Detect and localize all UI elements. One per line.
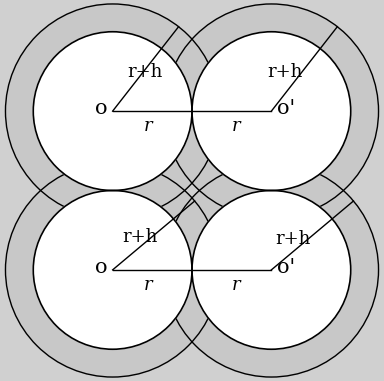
Circle shape — [164, 163, 379, 377]
Circle shape — [192, 32, 351, 190]
Text: o: o — [94, 258, 107, 277]
Text: r: r — [144, 276, 153, 294]
Text: r: r — [231, 117, 240, 136]
Text: o: o — [94, 99, 107, 118]
Text: r+h: r+h — [267, 63, 303, 81]
Text: o': o' — [277, 99, 295, 118]
Text: r+h: r+h — [122, 228, 157, 246]
Circle shape — [164, 4, 379, 218]
Circle shape — [33, 32, 192, 190]
Circle shape — [5, 4, 220, 218]
Circle shape — [33, 190, 192, 349]
Circle shape — [192, 190, 351, 349]
Text: r+h: r+h — [127, 63, 162, 81]
Circle shape — [5, 163, 220, 377]
Text: r: r — [144, 117, 153, 136]
Circle shape — [164, 4, 379, 218]
Circle shape — [164, 163, 379, 377]
Text: r+h: r+h — [275, 230, 311, 248]
Text: r: r — [231, 276, 240, 294]
Circle shape — [5, 163, 220, 377]
Text: o': o' — [277, 258, 295, 277]
Circle shape — [5, 4, 220, 218]
